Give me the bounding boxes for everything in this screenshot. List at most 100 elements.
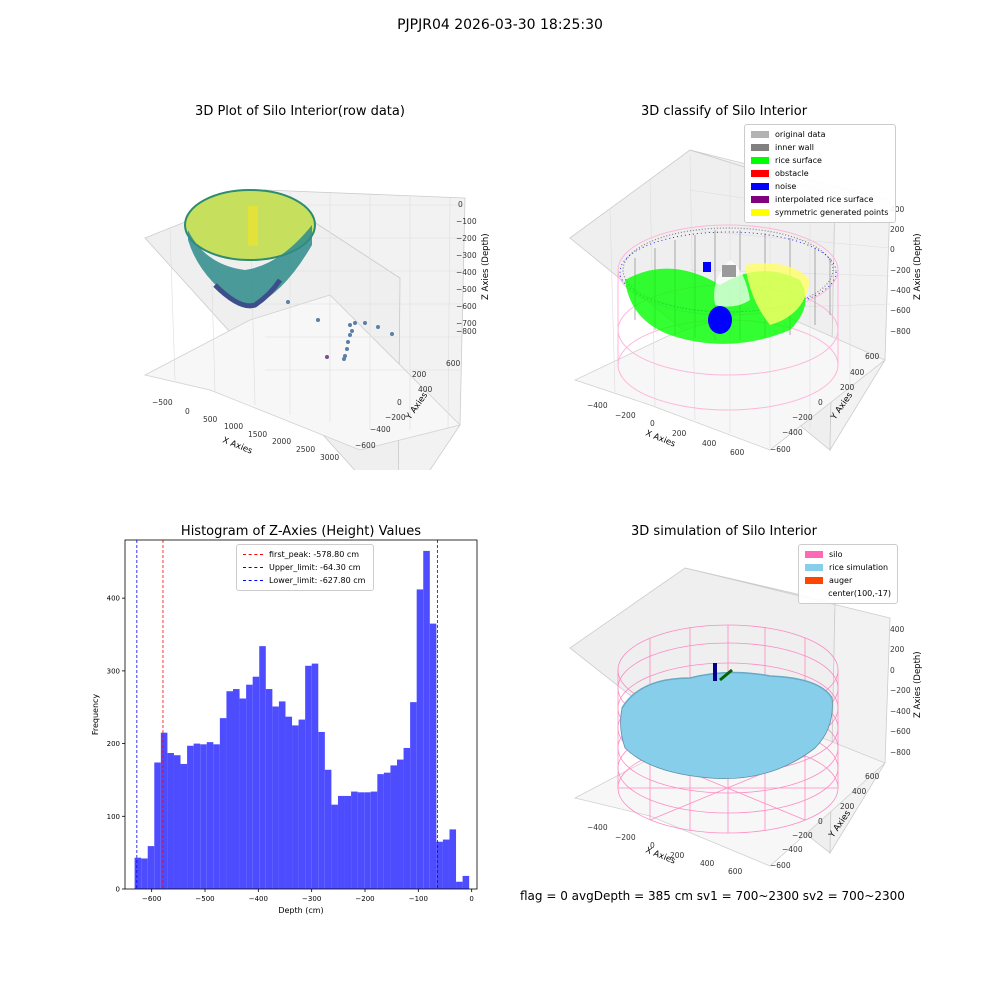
plot1-xtick: 500 <box>203 415 218 424</box>
histogram-ytick-label: 100 <box>107 813 120 821</box>
plot4-xlabel: X Axies <box>644 846 677 867</box>
plot4-auger <box>719 668 733 682</box>
legend-label: Upper_limit: -64.30 cm <box>269 563 361 572</box>
plot1-xtick: 3000 <box>320 453 339 462</box>
plot2-ztick: −200 <box>890 266 911 275</box>
histogram-bar <box>154 762 161 889</box>
plot4-ztick: 0 <box>890 666 895 675</box>
legend-line <box>243 554 263 555</box>
plot2-ytick: 600 <box>865 352 880 361</box>
plot1-ytick: 0 <box>397 398 402 407</box>
plot4-y-ticks: 600 400 200 0 −200 −400 −600 <box>770 772 880 870</box>
histogram-bars <box>134 550 470 889</box>
histogram-bar <box>233 689 240 889</box>
plot2-ytick: −400 <box>782 428 803 437</box>
plot4-ytick: −400 <box>782 845 803 854</box>
legend-label: rice surface <box>775 156 822 165</box>
legend-entry-rice-surface: rice surface <box>751 154 889 167</box>
legend-entry-interpolated: interpolated rice surface <box>751 193 889 206</box>
histogram-y-ticks: 0 100 200 300 400 <box>107 595 125 894</box>
histogram-bar <box>410 702 417 889</box>
plot1-ztick: −200 <box>456 234 477 243</box>
plot4-title: 3D simulation of Silo Interior <box>631 524 817 539</box>
legend-swatch <box>751 157 769 164</box>
plot1-ytick: −200 <box>385 413 406 422</box>
plot2-xtick: 0 <box>650 419 655 428</box>
histogram-bar <box>331 804 338 889</box>
legend-entry-obstacle: obstacle <box>751 167 889 180</box>
histogram-bar <box>167 753 174 889</box>
histogram-bar <box>193 743 201 889</box>
histogram-bar <box>416 589 424 889</box>
histogram-bar <box>259 646 266 889</box>
histogram-bar <box>383 772 391 889</box>
histogram-bar <box>278 701 286 889</box>
histogram-bar <box>213 744 220 889</box>
plot2-noise-cluster <box>708 306 732 334</box>
plot2-ztick: −400 <box>890 286 911 295</box>
legend-label: Lower_limit: -627.80 cm <box>269 576 366 585</box>
plot1-zlabel: Z Axies (Depth) <box>481 233 491 300</box>
plot1-xtick: −500 <box>152 398 173 407</box>
plot1-raw-spike <box>248 206 258 246</box>
histogram-ytick-label: 400 <box>107 595 120 603</box>
legend-swatch <box>751 196 769 203</box>
legend-entry-noise: noise <box>751 180 889 193</box>
legend-swatch <box>805 564 823 571</box>
plot2-ytick: −200 <box>792 413 813 422</box>
plot4-ytick: −600 <box>770 861 791 870</box>
plot1-ztick: −500 <box>456 285 477 294</box>
plot2-xtick: 200 <box>672 429 687 438</box>
histogram-ytick-label: 300 <box>107 667 120 675</box>
histogram-bar <box>141 858 148 889</box>
plot4-ztick: −600 <box>890 727 911 736</box>
plot4-xtick: 0 <box>650 841 655 850</box>
plot1-xtick: 1500 <box>248 430 267 439</box>
plot4-x-ticks: −400 −200 0 200 400 600 <box>587 823 743 876</box>
plot1-ztick: −600 <box>456 302 477 311</box>
plot4-ytick: 400 <box>852 787 867 796</box>
plot4-ztick: −200 <box>890 686 911 695</box>
plot1-z-ticks: 0 −100 −200 −300 −400 −500 −600 −700 −80… <box>456 200 477 336</box>
legend-swatch <box>805 551 823 558</box>
plot4-3d-axes: −400 −200 0 200 400 600 X Axies 600 400 … <box>569 567 923 876</box>
plot1-ztick: −800 <box>456 327 477 336</box>
plot4-legend: silo rice simulation auger center(100,-1… <box>798 544 898 604</box>
plot1-ztick: −700 <box>456 319 477 328</box>
histogram-bar <box>219 718 227 889</box>
plot4-ztick: −800 <box>890 748 911 757</box>
plot2-ytick: 0 <box>818 398 823 407</box>
plot4-xtick: −200 <box>615 833 636 842</box>
plot2-3d-axes: −400 −200 0 200 400 600 X Axies 600 400 … <box>569 149 923 457</box>
histogram-bar <box>285 716 293 889</box>
legend-swatch <box>805 577 823 584</box>
legend-swatch <box>751 209 769 216</box>
legend-label: first_peak: -578.80 cm <box>269 550 360 559</box>
plot4-ytick: 200 <box>840 802 855 811</box>
histogram-bar <box>272 706 279 889</box>
legend-entry-inner-wall: inner wall <box>751 141 889 154</box>
plot2-ztick: −600 <box>890 306 911 315</box>
plot2-legend: original data inner wall rice surface ob… <box>744 124 896 223</box>
legend-line <box>243 567 263 568</box>
histogram-bar <box>390 765 397 889</box>
plot1-xtick: 0 <box>185 407 190 416</box>
status-footer: flag = 0 avgDepth = 385 cm sv1 = 700~230… <box>520 889 905 903</box>
histogram-legend: first_peak: -578.80 cm Upper_limit: -64.… <box>236 544 374 591</box>
legend-entry-first-peak: first_peak: -578.80 cm <box>243 548 367 561</box>
legend-entry-upper-limit: Upper_limit: -64.30 cm <box>243 561 367 574</box>
legend-label: auger <box>829 576 853 585</box>
legend-label: noise <box>775 182 797 191</box>
histogram-bar <box>147 846 155 889</box>
plot1-ytick: 600 <box>446 359 461 368</box>
plot4-ztick: 200 <box>890 645 905 654</box>
histogram-frame <box>124 539 478 890</box>
histogram-x-ticks: −600 −500 −400 −300 −200 −100 0 <box>142 889 474 903</box>
histogram-bar <box>403 747 411 889</box>
histogram-chart: −600 −500 −400 −300 −200 −100 0 0100200300400 … <box>91 539 478 915</box>
legend-label: center(100,-17) <box>828 589 891 598</box>
plot2-xtick: −400 <box>587 401 608 410</box>
plot4-center-marker <box>713 663 717 681</box>
plot1-ytick: −400 <box>370 425 391 434</box>
histogram-bar <box>173 755 181 889</box>
